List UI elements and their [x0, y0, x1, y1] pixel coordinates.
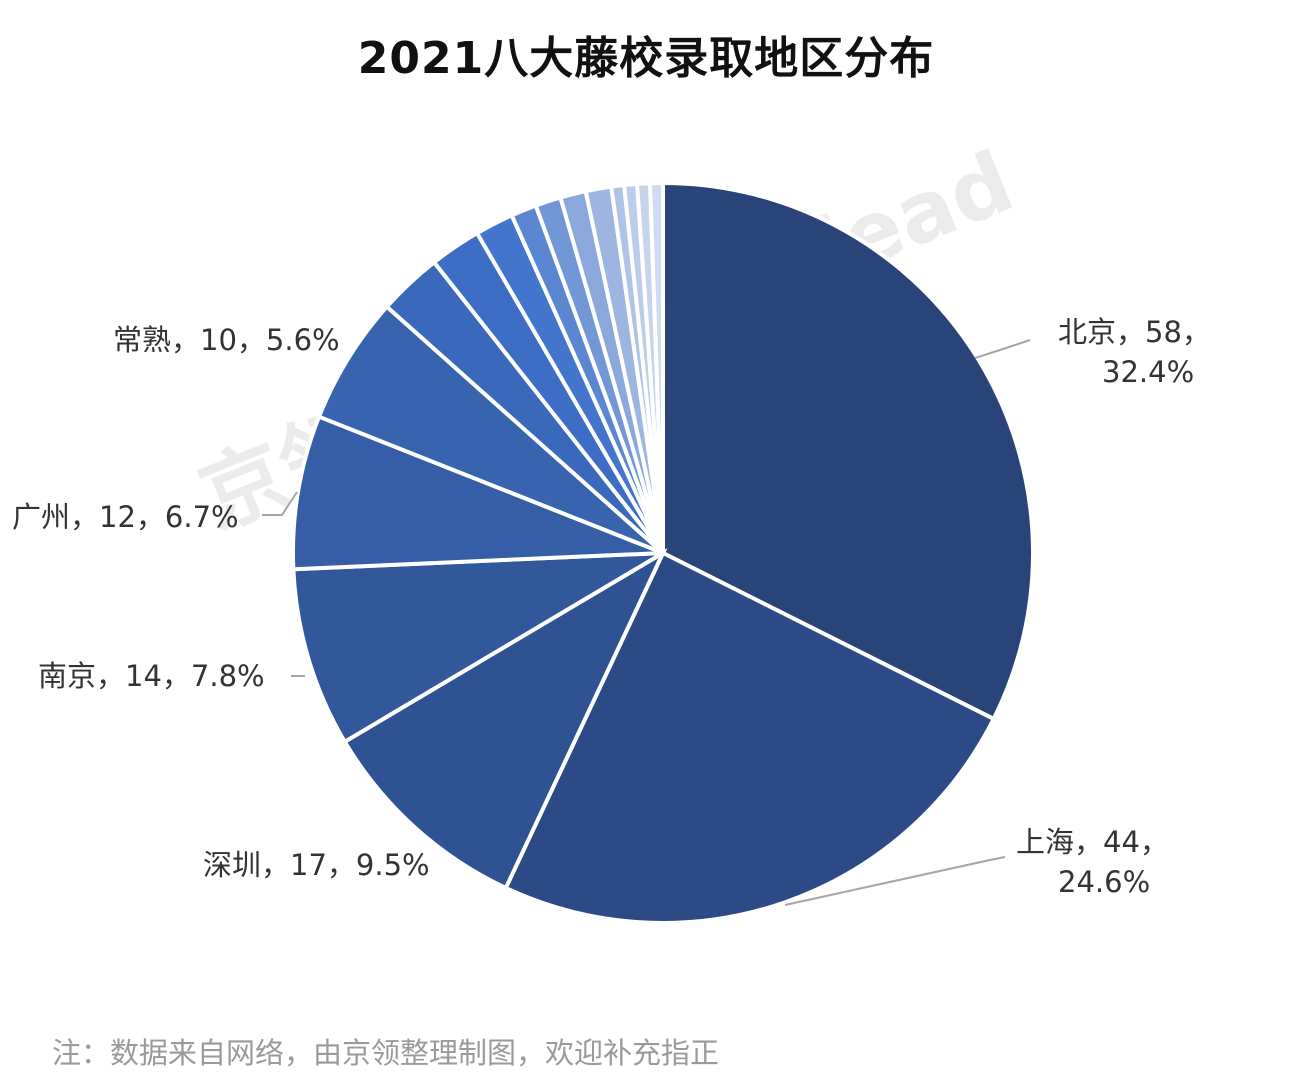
pie-slices — [291, 180, 1035, 925]
pie-slice-3 — [342, 547, 668, 891]
leader-line-5 — [262, 491, 298, 516]
slice-label-5: 广州，12，6.7% — [12, 500, 239, 534]
pie-slice-1 — [661, 180, 1035, 722]
slice-label-3: 深圳，17，9.5% — [203, 848, 430, 882]
pie-slice-6 — [316, 303, 665, 555]
slice-label-1-percent: 32.4% — [1102, 355, 1194, 389]
leader-line-1 — [974, 339, 1031, 359]
pie-slice-4 — [291, 551, 665, 745]
leader-line-2 — [784, 856, 1006, 906]
leader-lines — [262, 339, 1031, 906]
slice-labels: 北京，58， 32.4% 上海，44， 24.6% 深圳，17，9.5% 南京，14，7.… — [12, 315, 1211, 899]
slice-label-6: 常熟，10，5.6% — [113, 323, 340, 357]
pie-slice-17 — [647, 180, 665, 554]
slice-label-2-percent: 24.6% — [1058, 865, 1150, 899]
pie-slice-5 — [291, 414, 664, 572]
slice-label-2: 上海，44， — [1016, 825, 1169, 859]
pie-slice-2 — [503, 550, 997, 925]
slice-label-4: 南京，14，7.8% — [38, 659, 265, 693]
chart-title: 2021八大藤校录取地区分布 — [357, 33, 935, 84]
source-note: 注：数据来自网络，由京领整理制图，欢迎补充指正 — [52, 1036, 720, 1070]
slice-label-1: 北京，58， — [1058, 315, 1211, 349]
